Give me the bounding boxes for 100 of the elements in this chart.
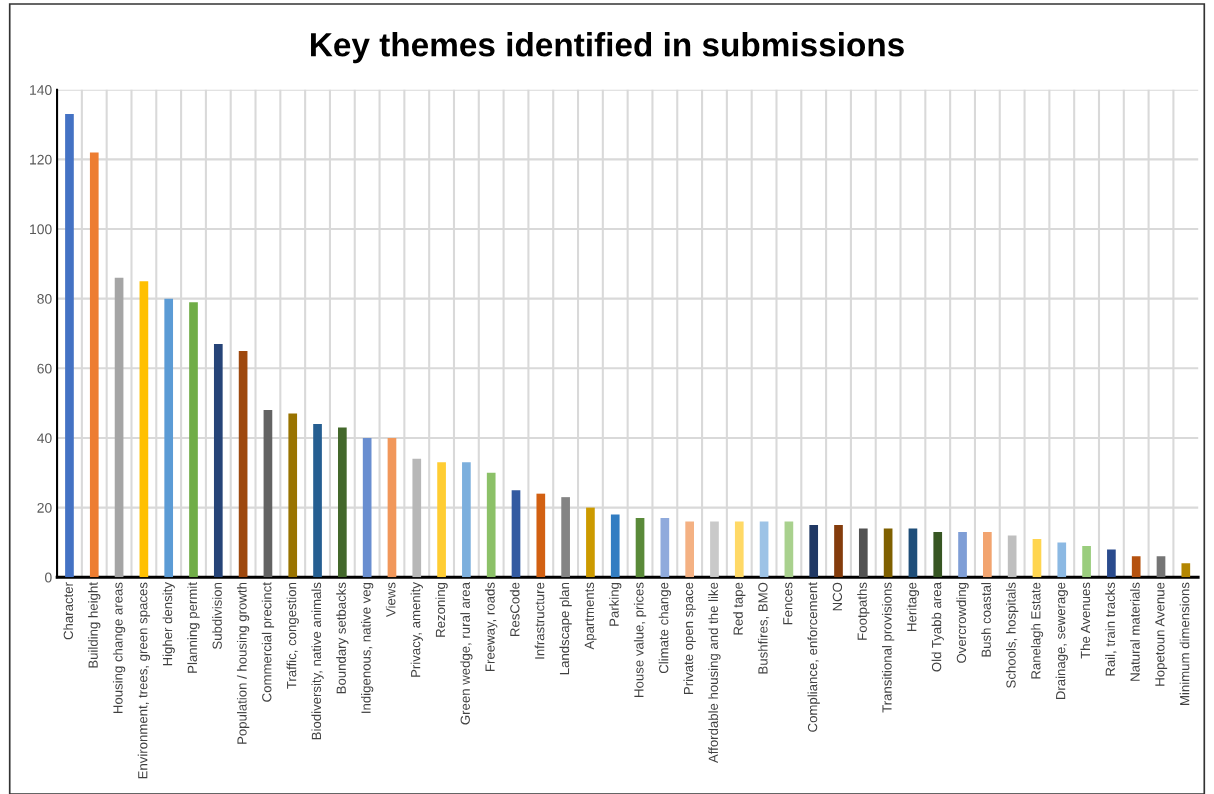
bar	[1107, 549, 1116, 578]
y-tick-label: 140	[30, 85, 52, 95]
x-tick-label: Views	[385, 582, 396, 618]
bar	[1181, 563, 1191, 578]
x-tick-label: The Avenues	[1080, 582, 1091, 659]
y-tick-label: 40	[37, 433, 52, 444]
bar	[313, 424, 322, 578]
bar	[1156, 556, 1166, 578]
y-tick-label: 20	[37, 502, 52, 513]
bar	[734, 521, 744, 578]
x-tick-label: Apartments	[584, 582, 597, 650]
x-tick-label: Commercial precinct	[261, 582, 275, 702]
bar	[710, 521, 719, 578]
x-tick-label: Transitional provisions	[881, 582, 895, 713]
bar	[263, 410, 273, 578]
x-tick-label: Landscape plan	[559, 582, 572, 675]
x-tick-label: Population / housing growth	[236, 582, 250, 744]
bar	[635, 518, 645, 578]
bar	[238, 350, 248, 578]
x-tick-label: House value, prices	[633, 582, 647, 697]
bar	[1082, 545, 1091, 578]
x-tick-label: Hopetoun Avenue	[1155, 582, 1168, 686]
x-tick-label: Heritage	[906, 582, 920, 631]
y-tick-label: 120	[30, 154, 52, 165]
bar	[89, 152, 99, 578]
bar	[114, 277, 124, 578]
x-tick-label: Minimum dimensions	[1179, 582, 1190, 705]
x-tick-label: Schools, hospitals	[1006, 582, 1019, 688]
bar	[610, 514, 620, 578]
x-tick-label: Drainage, sewerage	[1055, 582, 1068, 700]
x-tick-label: Footpaths	[857, 582, 870, 640]
bar	[958, 531, 967, 578]
bar	[983, 531, 992, 578]
x-tick-label: Traffic, congestion	[286, 582, 299, 689]
x-tick-label: Climate change	[658, 582, 671, 674]
bar	[858, 528, 868, 578]
x-tick-label: Parking	[609, 582, 622, 626]
bar	[784, 521, 794, 578]
x-tick-label: Private open space	[683, 582, 696, 694]
bar	[834, 525, 843, 578]
bar	[288, 413, 298, 578]
x-tick-label: Indigenous, native veg	[361, 582, 374, 713]
x-tick-label: Boundary setbacks	[336, 582, 349, 694]
bar	[412, 458, 422, 578]
bar	[1057, 542, 1067, 578]
x-tick-label: Building height	[88, 582, 101, 668]
x-tick-label: Natural materials	[1130, 582, 1140, 681]
y-tick-label: 100	[30, 224, 52, 235]
x-tick-label: Infrastructure	[534, 582, 545, 659]
bar	[908, 528, 918, 578]
x-tick-label: Compliance, enforcement	[807, 582, 820, 732]
bar	[213, 343, 223, 578]
x-tick-label: Green wedge, rural area	[460, 582, 473, 725]
y-tick-label: 80	[37, 293, 52, 304]
x-tick-label: Affordable housing and the like	[708, 582, 721, 764]
bar	[486, 472, 496, 578]
x-tick-label: Privacy, amenity	[410, 582, 423, 677]
bar	[462, 462, 471, 578]
x-tick-label: Subdivision	[212, 582, 222, 649]
x-tick-label: NCO	[832, 582, 843, 611]
x-tick-label: Overcrowding	[956, 582, 969, 663]
x-tick-label: Old Tyabb area	[931, 582, 944, 672]
x-tick-label: Bush coastal	[981, 582, 991, 657]
bar	[1007, 535, 1017, 578]
x-tick-label: Character	[63, 582, 73, 640]
x-tick-label: Housing change areas	[112, 582, 126, 714]
bar	[933, 531, 943, 578]
bar	[1032, 538, 1042, 578]
y-tick-label: 0	[45, 572, 52, 583]
y-tick-label: 60	[37, 363, 52, 374]
x-tick-label: Freeway, roads	[485, 582, 498, 671]
bar	[362, 437, 372, 578]
bar	[338, 427, 347, 578]
bar	[437, 462, 446, 578]
bar	[65, 114, 74, 578]
bar	[1131, 556, 1141, 578]
bar	[189, 302, 198, 578]
bar	[809, 525, 819, 578]
x-tick-label: Higher density	[162, 582, 175, 666]
bar	[883, 528, 893, 578]
bar	[139, 281, 149, 578]
x-tick-label: Red tape	[733, 582, 746, 635]
chart-title: Key themes identified in submissions	[311, 32, 904, 64]
bar	[660, 518, 670, 578]
x-tick-label: Environment, trees, green spaces	[137, 582, 151, 779]
bar	[586, 507, 595, 578]
x-tick-label: Ranelagh Estate	[1030, 582, 1044, 679]
x-tick-label: Planning permit	[187, 582, 200, 673]
x-tick-label: Rail, train tracks	[1105, 582, 1117, 676]
x-tick-label: Fences	[783, 582, 793, 625]
x-tick-label: ResCode	[509, 582, 520, 637]
bar	[685, 521, 694, 578]
bar	[759, 521, 769, 578]
bar	[561, 497, 570, 578]
bar	[511, 490, 521, 578]
x-tick-label: Rezoning	[435, 582, 448, 637]
bar	[164, 298, 174, 578]
x-tick-label: Biodiversity, native animals	[311, 582, 324, 740]
x-tick-label: Bushfires, BMO	[757, 582, 770, 674]
bar	[536, 493, 546, 578]
